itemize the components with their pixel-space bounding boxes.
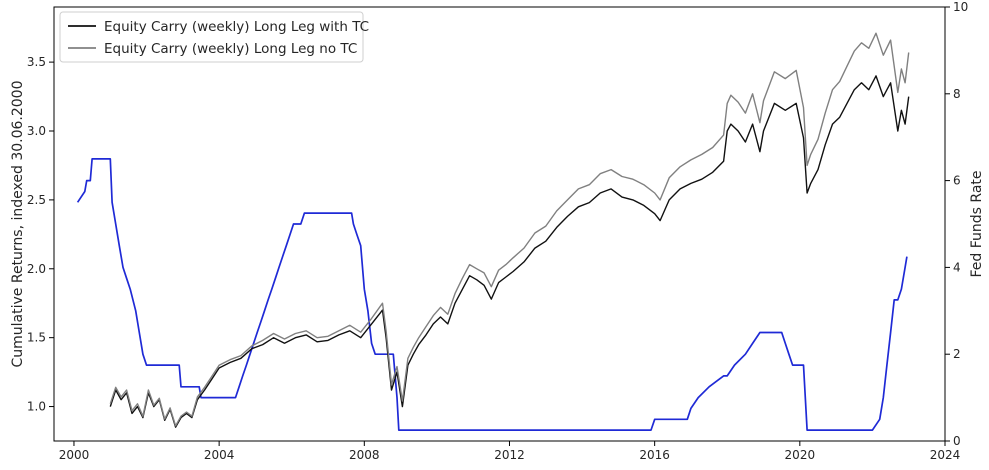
y-axis-left-label: Cumulative Returns, indexed 30.06.2000 bbox=[10, 81, 26, 368]
y-left-tick-label: 3.0 bbox=[27, 124, 46, 138]
legend: Equity Carry (weekly) Long Leg with TC E… bbox=[59, 11, 369, 63]
legend-label-with-tc: Equity Carry (weekly) Long Leg with TC bbox=[104, 19, 369, 35]
x-tick-label: 2012 bbox=[494, 448, 525, 462]
series-line-fed-funds-rate bbox=[76, 158, 908, 431]
series-layer bbox=[76, 32, 910, 431]
y-left-tick-label: 1.5 bbox=[27, 331, 46, 345]
plot-frame bbox=[53, 6, 946, 442]
y-axis-left: 1.0 1.5 2.0 2.5 3.0 3.5 bbox=[27, 55, 54, 414]
y-axis-right: 0 2 4 6 8 10 bbox=[945, 0, 968, 448]
y-left-tick-label: 3.5 bbox=[27, 55, 46, 69]
y-right-tick-label: 0 bbox=[953, 434, 961, 448]
y-right-tick-label: 4 bbox=[953, 260, 961, 274]
y-right-tick-label: 10 bbox=[953, 0, 968, 14]
x-tick-label: 2000 bbox=[59, 448, 90, 462]
legend-label-no-tc: Equity Carry (weekly) Long Leg no TC bbox=[104, 41, 357, 57]
x-tick-label: 2008 bbox=[349, 448, 380, 462]
y-right-tick-label: 8 bbox=[953, 87, 961, 101]
x-tick-label: 2020 bbox=[785, 448, 816, 462]
legend-box bbox=[59, 11, 364, 63]
x-tick-label: 2004 bbox=[204, 448, 235, 462]
y-left-tick-label: 1.0 bbox=[27, 400, 46, 414]
x-axis: 2000 2004 2008 2012 2016 2020 2024 bbox=[59, 441, 961, 462]
y-left-tick-label: 2.5 bbox=[27, 193, 46, 207]
x-tick-label: 2016 bbox=[639, 448, 670, 462]
series-line-1 bbox=[109, 32, 910, 427]
y-left-tick-label: 2.0 bbox=[27, 262, 46, 276]
series-line-0 bbox=[109, 75, 910, 428]
y-right-tick-label: 2 bbox=[953, 347, 961, 361]
y-axis-right-label: Fed Funds Rate bbox=[969, 170, 985, 277]
y-right-tick-label: 6 bbox=[953, 174, 961, 188]
x-tick-label: 2024 bbox=[930, 448, 961, 462]
